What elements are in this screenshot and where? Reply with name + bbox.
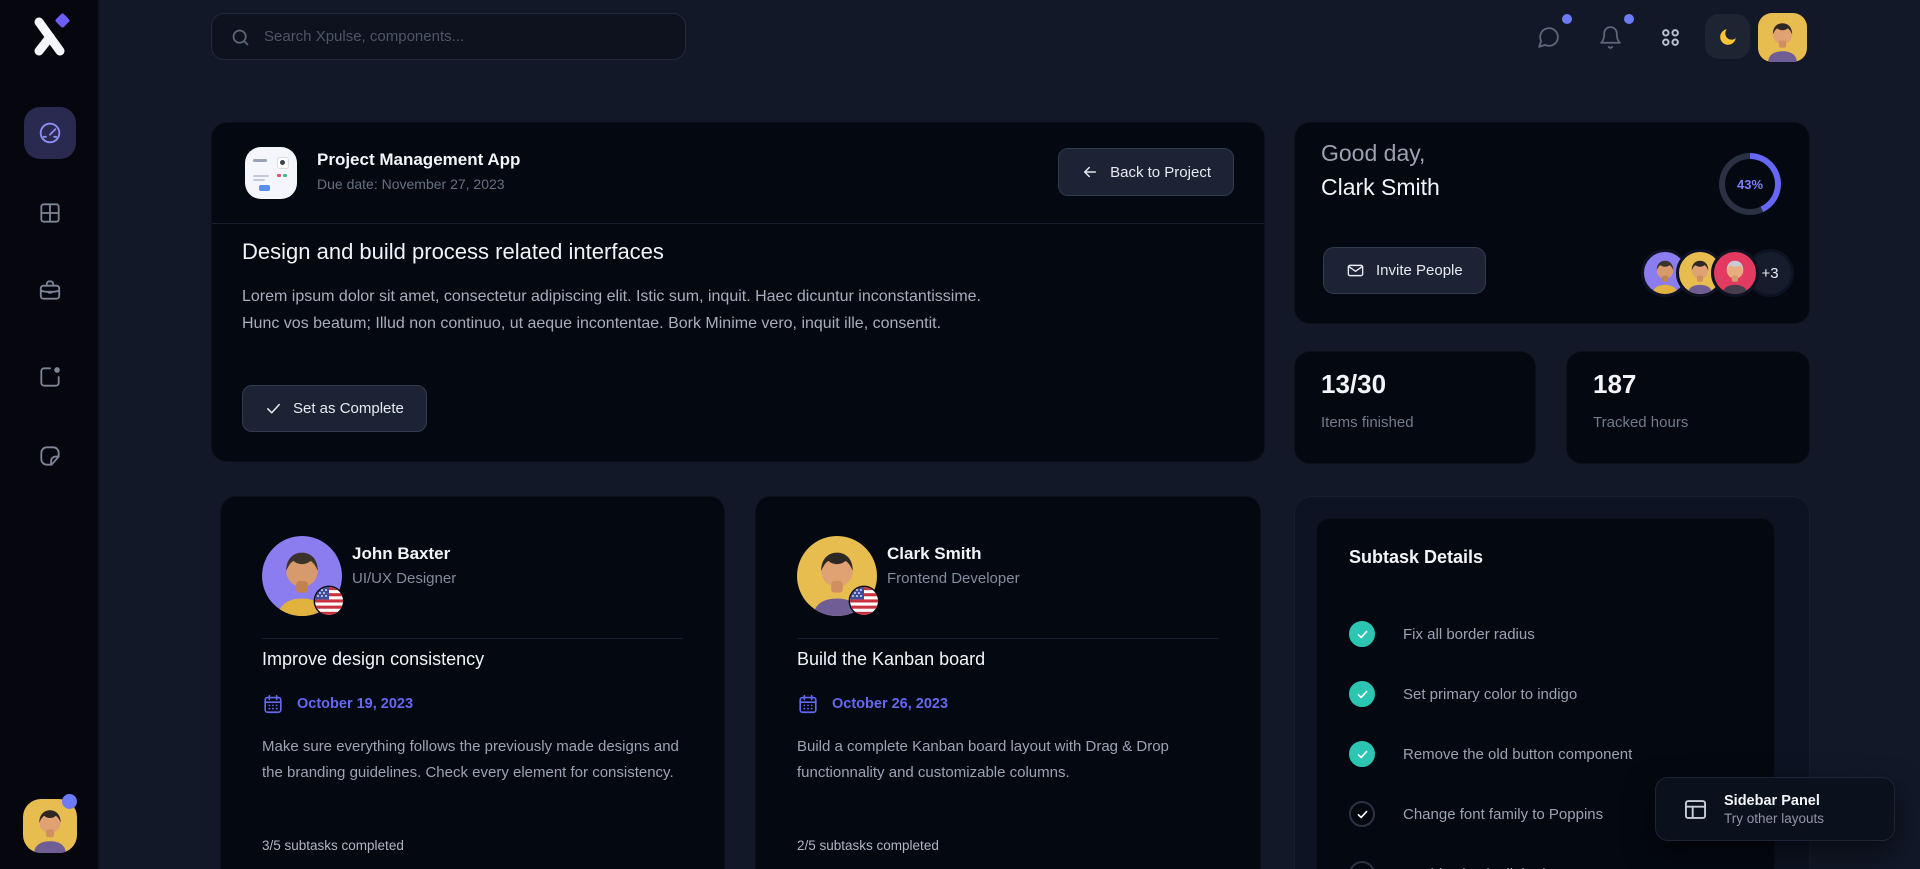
greeting-title: Good day, Clark Smith	[1321, 140, 1440, 200]
project-task-title: Design and build process related interfa…	[242, 239, 664, 264]
greeting-card: Good day, Clark Smith 43% Invite People	[1294, 122, 1810, 324]
stat-card-items: 13/30 Items finished	[1294, 351, 1536, 464]
grid-icon	[37, 200, 63, 226]
progress-ring: 43%	[1719, 153, 1781, 215]
sidebar-user-avatar[interactable]	[23, 799, 77, 853]
subtask-list: Fix all border radius Set primary color …	[1349, 621, 1632, 869]
us-flag-icon	[313, 585, 345, 617]
sticker-icon	[37, 443, 63, 469]
checkbox[interactable]	[1349, 741, 1375, 767]
sidebar-item-projects[interactable]	[24, 264, 76, 316]
subtask-details-title: Subtask Details	[1349, 547, 1484, 567]
divider	[212, 223, 1264, 224]
stat-value: 13/30	[1321, 369, 1387, 399]
subtask-label: Set primary color to indigo	[1403, 685, 1578, 703]
envelope-icon	[1346, 261, 1365, 280]
divider	[262, 638, 683, 639]
status-dot	[62, 794, 77, 809]
task-due-date: October 26, 2023	[797, 693, 948, 715]
task-description: Make sure everything follows the previou…	[262, 738, 679, 781]
subtask-label: Remove the old button component	[1403, 745, 1633, 763]
apps-icon	[1658, 25, 1683, 50]
messages-badge-dot	[1562, 14, 1572, 24]
stat-label: Tracked hours	[1593, 414, 1689, 431]
arrow-left-icon	[1081, 163, 1099, 181]
subtask-row: Fix all border radius	[1349, 621, 1632, 647]
task-title: Build the Kanban board	[797, 649, 986, 669]
project-due-date: Due date: November 27, 2023	[317, 176, 505, 192]
subtask-row: Change font family to Poppins	[1349, 801, 1632, 827]
project-app-icon	[245, 147, 297, 199]
project-title: Project Management App	[317, 150, 521, 169]
checkbox[interactable]	[1349, 861, 1375, 869]
divider	[797, 638, 1219, 639]
apps-button[interactable]	[1650, 17, 1690, 57]
search-bar	[211, 13, 686, 60]
task-title: Improve design consistency	[262, 649, 485, 669]
project-description: Lorem ipsum dolor sit amet, consectetur …	[242, 288, 981, 332]
subtask-label: Fix all border radius	[1403, 625, 1535, 643]
bell-icon	[1598, 25, 1623, 50]
theme-toggle-button[interactable]	[1705, 14, 1750, 59]
sidebar	[0, 0, 99, 869]
notifications-badge-dot	[1624, 14, 1634, 24]
sidebar-panel-tooltip[interactable]: Sidebar Panel Try other layouts	[1655, 777, 1895, 841]
assignee-role: UI/UX Designer	[352, 570, 457, 587]
tooltip-title: Sidebar Panel	[1724, 792, 1820, 809]
subtasks-progress-note: 3/5 subtasks completed	[262, 838, 404, 853]
checkbox[interactable]	[1349, 801, 1375, 827]
calendar-icon	[797, 693, 819, 715]
subtask-label: Change font family to Poppins	[1403, 805, 1604, 823]
assignee-avatar	[797, 536, 877, 616]
checkbox[interactable]	[1349, 621, 1375, 647]
task-card: Clark Smith Frontend Developer Build the…	[755, 496, 1261, 869]
chat-icon	[1536, 25, 1561, 50]
sidebar-item-updates[interactable]	[24, 351, 76, 403]
tooltip-text: Sidebar Panel Try other layouts	[1724, 793, 1824, 826]
set-as-complete-button[interactable]: Set as Complete	[242, 385, 427, 432]
stat-card-hours: 187 Tracked hours	[1566, 351, 1810, 464]
subtask-row: Double check all the icons	[1349, 861, 1632, 869]
assignee-name: Clark Smith	[887, 544, 982, 563]
moon-icon	[1717, 26, 1739, 48]
task-description: Build a complete Kanban board layout wit…	[797, 738, 1169, 781]
sidebar-item-dashboard[interactable]	[24, 107, 76, 159]
subtask-row: Remove the old button component	[1349, 741, 1632, 767]
us-flag-icon	[848, 585, 880, 617]
subtasks-progress-note: 2/5 subtasks completed	[797, 838, 939, 853]
calendar-icon	[262, 693, 284, 715]
checkbox[interactable]	[1349, 681, 1375, 707]
assignee-role: Frontend Developer	[887, 570, 1020, 587]
messages-button[interactable]	[1528, 17, 1568, 57]
assignee-name: John Baxter	[352, 544, 451, 563]
check-icon	[265, 400, 282, 417]
frame-dot-icon	[37, 364, 63, 390]
project-card: Project Management App Due date: Novembe…	[211, 122, 1265, 462]
stat-label: Items finished	[1321, 414, 1414, 431]
sidebar-item-components[interactable]	[24, 187, 76, 239]
invite-people-button[interactable]: Invite People	[1323, 247, 1486, 294]
subtask-row: Set primary color to indigo	[1349, 681, 1632, 707]
xpulse-logo	[28, 13, 72, 59]
search-input[interactable]	[212, 14, 685, 59]
sidebar-item-notes[interactable]	[24, 430, 76, 482]
subtask-panel: Subtask Details Fix all border radius Se…	[1294, 496, 1810, 869]
task-due-date: October 19, 2023	[262, 693, 413, 715]
team-avatar[interactable]	[1711, 249, 1759, 297]
notifications-button[interactable]	[1590, 17, 1630, 57]
subtask-label: Double check all the icons	[1403, 866, 1577, 869]
search-icon	[230, 27, 251, 48]
gauge-icon	[37, 120, 63, 146]
tooltip-subtitle: Try other layouts	[1724, 810, 1825, 826]
progress-value: 43%	[1736, 176, 1764, 192]
layout-icon	[1682, 796, 1709, 823]
task-card: John Baxter UI/UX Designer Improve desig…	[220, 496, 725, 869]
user-avatar[interactable]	[1758, 13, 1807, 62]
stat-value: 187	[1593, 369, 1637, 399]
briefcase-icon	[37, 277, 63, 303]
team-avatar-group: +3	[1641, 249, 1794, 297]
back-to-project-button[interactable]: Back to Project	[1058, 148, 1234, 196]
